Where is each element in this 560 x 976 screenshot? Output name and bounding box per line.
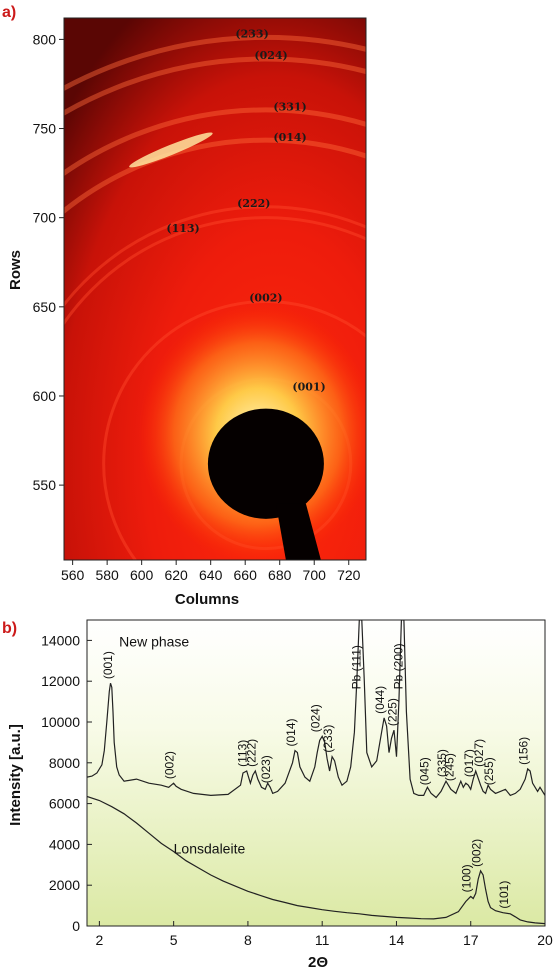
peak-label: (023) — [259, 755, 273, 783]
x-tick-label: 2 — [95, 932, 103, 948]
ring-label: (222) — [237, 197, 270, 210]
ring-labels: (233) (024) (331) (014) (222) (113) (002) (001) — [166, 28, 325, 394]
series-label: New phase — [119, 634, 189, 650]
panel-b-plot — [87, 620, 545, 925]
diffraction-ring — [64, 205, 366, 308]
diffraction-image: (233) (024) (331) (014) (222) (113) (002) (001) — [64, 18, 366, 560]
y-tick-label: 600 — [33, 388, 57, 404]
y-tick-label: 8000 — [49, 755, 80, 771]
y-tick-label: 12000 — [41, 673, 80, 689]
x-tick-label: 11 — [315, 932, 330, 948]
peak-label: (101) — [497, 881, 511, 909]
x-tick-label: 20 — [537, 932, 553, 948]
y-tick-label: 550 — [33, 477, 57, 493]
peak-label: (017) — [462, 749, 476, 777]
series-line-lonsdaleite — [87, 795, 545, 925]
peak-label: Pb (200) — [392, 643, 406, 689]
x-tick-label: 660 — [234, 567, 258, 583]
x-tick-label: 5 — [170, 932, 178, 948]
panel-b-axes: 2 5 8 11 14 17 20 0 2000 4000 6000 8000 10000 12000 14… — [41, 632, 553, 948]
y-tick-label: 10000 — [41, 714, 80, 730]
peak-label: (335) — [435, 749, 449, 777]
x-tick-label: 700 — [303, 567, 327, 583]
peak-label: (044) — [373, 686, 387, 714]
y-tick-label: 700 — [33, 210, 57, 226]
ring-label: (014) — [273, 131, 306, 144]
peak-label: (100) — [460, 864, 474, 892]
panel-b-frame — [86, 619, 546, 927]
panel-a-ylabel: Rows — [7, 250, 24, 290]
panel-b-ylabel: Intensity [a.u.] — [7, 724, 24, 826]
ring-label: (233) — [235, 28, 268, 41]
x-tick-label: 580 — [95, 567, 119, 583]
peak-label: (245) — [442, 753, 456, 781]
y-tick-label: 4000 — [49, 836, 80, 852]
ring-label: (113) — [166, 222, 199, 235]
beam-stop-arm — [275, 503, 321, 560]
diffraction-ring — [64, 137, 366, 215]
x-tick-label: 14 — [389, 932, 405, 948]
ring-label: (331) — [273, 101, 306, 114]
ring-label: (002) — [249, 291, 282, 304]
series-line-new-phase — [87, 620, 545, 799]
diffraction-ring — [64, 56, 366, 116]
diffraction-ring — [64, 35, 366, 92]
peak-label: (027) — [472, 739, 486, 767]
panel-b-xlabel: 2Θ — [308, 954, 328, 971]
peak-label: (255) — [482, 757, 496, 785]
x-tick-label: 680 — [268, 567, 292, 583]
peak-label: (225) — [385, 698, 399, 726]
x-tick-label: 600 — [130, 567, 154, 583]
bright-streak — [129, 132, 213, 168]
x-tick-label: 620 — [164, 567, 188, 583]
diffraction-ring — [102, 300, 366, 560]
peak-label: (045) — [418, 757, 432, 785]
y-tick-label: 650 — [33, 299, 57, 315]
y-tick-label: 14000 — [41, 632, 80, 648]
panel-a-axes: 560 580 600 620 640 660 680 700 720 550 600 650 700 7… — [33, 31, 361, 583]
y-tick-label: 6000 — [49, 796, 80, 812]
series-labels: New phase Lonsdaleite — [119, 634, 245, 857]
x-tick-label: 17 — [463, 932, 479, 948]
x-tick-label: 560 — [61, 567, 85, 583]
peak-label: (156) — [517, 737, 531, 765]
panel-a-label: a) — [2, 4, 16, 21]
panel-b-label: b) — [2, 620, 17, 637]
ring-label: (024) — [254, 49, 287, 62]
peak-label: (222) — [244, 739, 258, 767]
peak-label: (113) — [236, 740, 250, 767]
y-tick-label: 0 — [72, 918, 80, 934]
peak-labels: (001) (002) (113)(222)(023) (014) (024)(233)… — [101, 643, 531, 908]
peak-label: (001) — [101, 651, 115, 679]
x-tick-label: 8 — [244, 932, 252, 948]
peak-label: (002) — [470, 839, 484, 867]
series-label: Lonsdaleite — [174, 841, 246, 857]
peak-label: (024) — [309, 704, 323, 732]
diffraction-ring — [64, 216, 366, 326]
beam-stop — [207, 408, 324, 519]
peak-label: Pb (111) — [350, 645, 364, 689]
x-tick-label: 720 — [337, 567, 361, 583]
panel-b-background — [87, 620, 545, 926]
ring-label: (001) — [292, 381, 325, 394]
y-tick-label: 750 — [33, 121, 57, 137]
peak-label: (233) — [321, 725, 335, 753]
x-tick-label: 640 — [199, 567, 223, 583]
y-tick-label: 800 — [33, 31, 57, 47]
panel-a-xlabel: Columns — [175, 591, 239, 608]
peak-label: (014) — [284, 718, 298, 746]
diffraction-ring — [64, 107, 366, 177]
panel-a-frame — [63, 17, 367, 561]
peak-label: (002) — [163, 751, 177, 779]
y-tick-label: 2000 — [49, 877, 80, 893]
